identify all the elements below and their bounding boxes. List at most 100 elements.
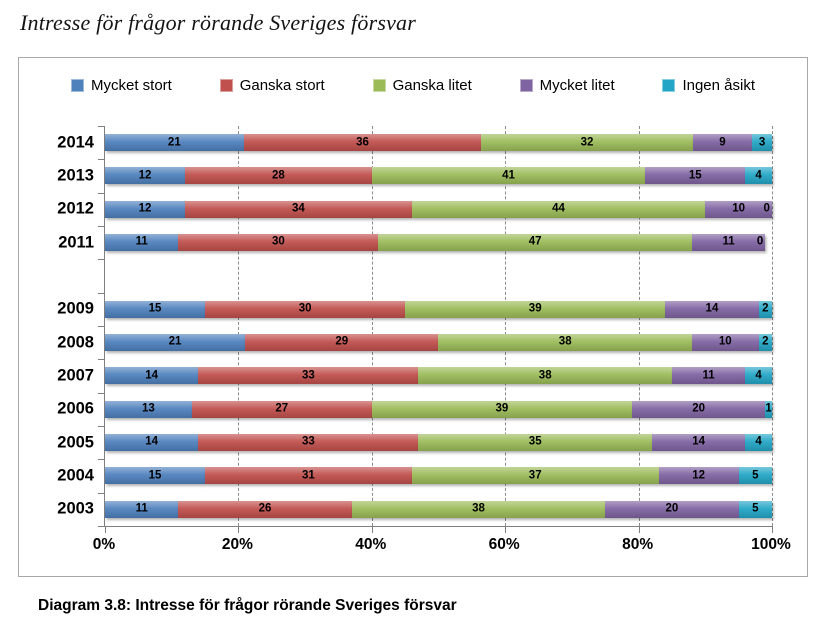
bar-segment: 38 xyxy=(351,500,606,518)
bar-segment: 2 xyxy=(758,300,773,318)
y-axis-tick xyxy=(98,359,105,361)
stacked-bar: 14 33 38 11 4 xyxy=(105,367,772,385)
bar-value-label: 21 xyxy=(167,135,181,148)
legend-item: Mycket stort xyxy=(71,77,172,94)
bar-value-label: 26 xyxy=(258,502,272,515)
bar-segment: 11 xyxy=(691,233,766,251)
stacked-bar: 11 26 38 20 5 xyxy=(105,500,773,518)
bar-segment: 47 xyxy=(378,233,693,251)
stacked-bar: 21 29 38 10 2 xyxy=(105,333,773,351)
year-label: 2014 xyxy=(57,133,94,152)
bar-value-label: 15 xyxy=(148,469,162,482)
bar-value-label: 11 xyxy=(135,502,148,515)
category-row: 2008 21 29 38 10 2 xyxy=(57,326,773,359)
bar-segment: 4 xyxy=(745,167,772,185)
bar-segment: 14 xyxy=(651,433,746,451)
bar-segment: 12 xyxy=(658,467,739,485)
category-row: 2005 14 33 35 14 4 xyxy=(57,426,772,459)
bar-value-label: 30 xyxy=(272,235,285,248)
legend-item: Ingen åsikt xyxy=(662,77,755,94)
bar-segment: 14 xyxy=(105,433,199,451)
year-label: 2009 xyxy=(57,299,94,318)
x-axis-tick-label: 20% xyxy=(221,536,253,553)
bar-value-label: 28 xyxy=(272,169,285,182)
year-label: 2013 xyxy=(57,166,94,185)
bar-value-label: 20 xyxy=(692,402,705,415)
bar-value-label: 2 xyxy=(762,335,769,348)
bar-segment: 38 xyxy=(418,367,673,385)
category-row xyxy=(105,259,772,292)
category-row: 2012 12 34 44 10 0 xyxy=(57,193,772,226)
bar-value-label: 9 xyxy=(719,135,726,148)
legend-item: Ganska litet xyxy=(372,77,472,94)
category-row: 2014 21 36 32 9 3 xyxy=(57,126,772,159)
bar-value-label: 29 xyxy=(335,335,349,348)
bar-segment: 11 xyxy=(105,233,179,251)
x-axis-tick xyxy=(505,526,507,533)
grid-line xyxy=(238,126,240,526)
bar-value-label: 12 xyxy=(692,469,706,482)
bar-segment: 2 xyxy=(758,333,773,351)
legend-swatch-icon xyxy=(219,79,233,92)
bar-segment: 15 xyxy=(645,167,746,185)
chart-frame: Mycket stort Ganska stort Ganska litet M… xyxy=(18,57,808,577)
y-axis-tick xyxy=(98,459,105,461)
stacked-bar: 12 34 44 10 0 xyxy=(105,200,772,218)
bar-value-label: 20 xyxy=(665,502,679,515)
bar-segment: 14 xyxy=(105,367,199,385)
y-axis-tick xyxy=(98,526,105,527)
grid-line xyxy=(772,126,773,526)
bar-segment: 5 xyxy=(738,500,773,518)
bar-value-label: 14 xyxy=(145,369,159,382)
legend-label: Mycket litet xyxy=(539,77,615,94)
x-axis-tick-label: 0% xyxy=(92,536,116,553)
y-axis-tick xyxy=(98,292,105,294)
bar-segment: 30 xyxy=(205,300,406,318)
year-label: 2006 xyxy=(57,399,94,418)
bar-value-label: 35 xyxy=(528,435,542,448)
plot-area: 2014 21 36 32 9 3 2013 12 28 41 15 4 2012 12 34 44… xyxy=(57,126,773,533)
y-axis-tick xyxy=(98,259,105,261)
bar-segment: 41 xyxy=(371,167,646,185)
bar-segment: 4 xyxy=(745,367,772,385)
bar-segment: 27 xyxy=(191,400,372,418)
bar-segment: 1 xyxy=(765,400,772,418)
y-axis-tick xyxy=(98,492,105,494)
bar-value-label: 36 xyxy=(356,135,369,148)
category-row: 2004 15 31 37 12 5 xyxy=(57,459,773,492)
bar-segment: 13 xyxy=(105,400,192,418)
grid-line xyxy=(638,126,640,526)
bar-value-label: 41 xyxy=(502,169,515,182)
bar-value-label: 31 xyxy=(302,469,315,482)
bar-segment: 35 xyxy=(418,433,653,451)
bar-value-label: 10 xyxy=(718,335,732,348)
bar-value-label: 39 xyxy=(528,302,542,315)
bar-value-label: 14 xyxy=(705,302,719,315)
bar-value-label: 30 xyxy=(298,302,312,315)
category-row: 2009 15 30 39 14 2 xyxy=(57,293,773,326)
x-axis-tick-label: 100% xyxy=(751,536,791,553)
bar-value-label: 1 xyxy=(765,402,772,415)
grid-line xyxy=(371,126,373,526)
bar-value-label: 10 xyxy=(732,202,746,215)
bar-value-label: 0 xyxy=(763,202,770,215)
year-label: 2005 xyxy=(57,433,94,452)
bar-value-label: 21 xyxy=(168,335,182,348)
bar-value-label: 5 xyxy=(752,469,759,482)
bar-segment: 3 xyxy=(752,134,772,151)
bar-segment: 12 xyxy=(105,167,186,185)
bar-segment: 32 xyxy=(481,134,694,151)
stacked-bar: 13 27 39 20 1 xyxy=(105,400,772,418)
bar-value-label: 38 xyxy=(558,335,572,348)
bar-segment: 34 xyxy=(185,200,412,218)
bar-segment: 39 xyxy=(405,300,666,318)
y-axis-tick xyxy=(98,192,105,194)
legend-label: Ganska stort xyxy=(239,77,325,94)
bar-value-label: 34 xyxy=(292,202,305,215)
chart-caption: Diagram 3.8: Intresse för frågor rörande… xyxy=(38,597,457,614)
bar-value-label: 4 xyxy=(755,435,762,448)
bar-value-label: 12 xyxy=(138,169,152,182)
bar-segment: 12 xyxy=(105,200,186,218)
bar-segment: 39 xyxy=(371,400,633,418)
bar-value-label: 15 xyxy=(148,302,162,315)
